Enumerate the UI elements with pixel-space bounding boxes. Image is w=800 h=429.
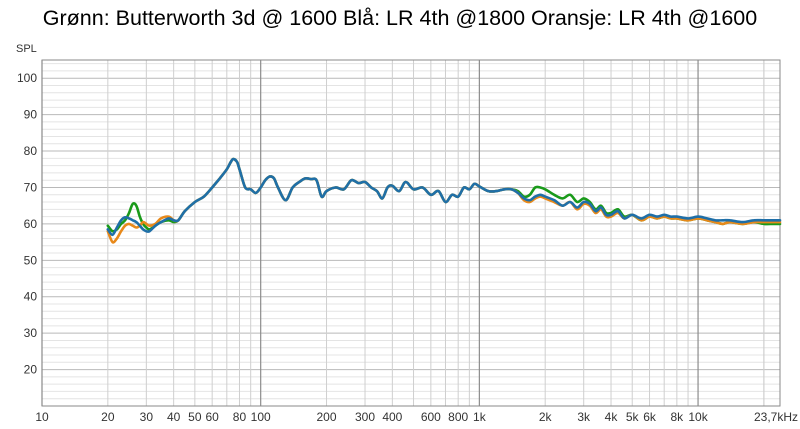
x-tick-label: 30 bbox=[140, 410, 154, 424]
y-tick-labels: 20 30 40 50 60 70 80 90 100 bbox=[17, 71, 37, 376]
x-tick-label: 3k bbox=[577, 410, 591, 424]
y-tick-label: 90 bbox=[24, 108, 38, 122]
x-tick-label: 2k bbox=[539, 410, 553, 424]
x-tick-label: 40 bbox=[167, 410, 181, 424]
x-tick-label: 1k bbox=[473, 410, 487, 424]
y-tick-label: 70 bbox=[24, 180, 38, 194]
y-tick-label: 100 bbox=[17, 71, 37, 85]
x-tick-label: 800 bbox=[448, 410, 468, 424]
plot-frame bbox=[41, 59, 781, 407]
x-tick-label: 60 bbox=[205, 410, 219, 424]
x-tick-label: 100 bbox=[251, 410, 271, 424]
x-tick-label: 5k bbox=[626, 410, 640, 424]
x-tick-label: 400 bbox=[382, 410, 402, 424]
x-tick-label: 600 bbox=[421, 410, 441, 424]
x-tick-label: 50 bbox=[188, 410, 202, 424]
y-tick-label: 50 bbox=[24, 253, 38, 267]
y-tick-label: 20 bbox=[24, 363, 38, 377]
x-tick-label: 6k bbox=[643, 410, 657, 424]
x-tick-label: 8k bbox=[671, 410, 685, 424]
series-lines bbox=[106, 157, 782, 244]
x-tick-label: 10k bbox=[688, 410, 708, 424]
x-tick-label: 80 bbox=[233, 410, 247, 424]
y-tick-label: 30 bbox=[24, 326, 38, 340]
x-tick-label: 20 bbox=[101, 410, 115, 424]
x-tick-label: 10 bbox=[35, 410, 49, 424]
y-tick-label: 40 bbox=[24, 290, 38, 304]
x-tick-label: 23,7kHz bbox=[754, 410, 798, 424]
chart-title: Grønn: Butterworth 3d @ 1600 Blå: LR 4th… bbox=[42, 6, 758, 30]
y-axis-label: SPL bbox=[16, 43, 37, 55]
series-line-2 bbox=[106, 157, 782, 237]
y-tick-label: 80 bbox=[24, 144, 38, 158]
x-tick-label: 4k bbox=[605, 410, 619, 424]
x-tick-labels: 10 20 30 40 50 60 80 100 200 300 400 600 800 1k 2k 3k 4k… bbox=[35, 410, 798, 424]
x-tick-label: 300 bbox=[355, 410, 375, 424]
grid bbox=[41, 60, 780, 406]
x-tick-label: 200 bbox=[316, 410, 336, 424]
y-tick-label: 60 bbox=[24, 217, 38, 231]
